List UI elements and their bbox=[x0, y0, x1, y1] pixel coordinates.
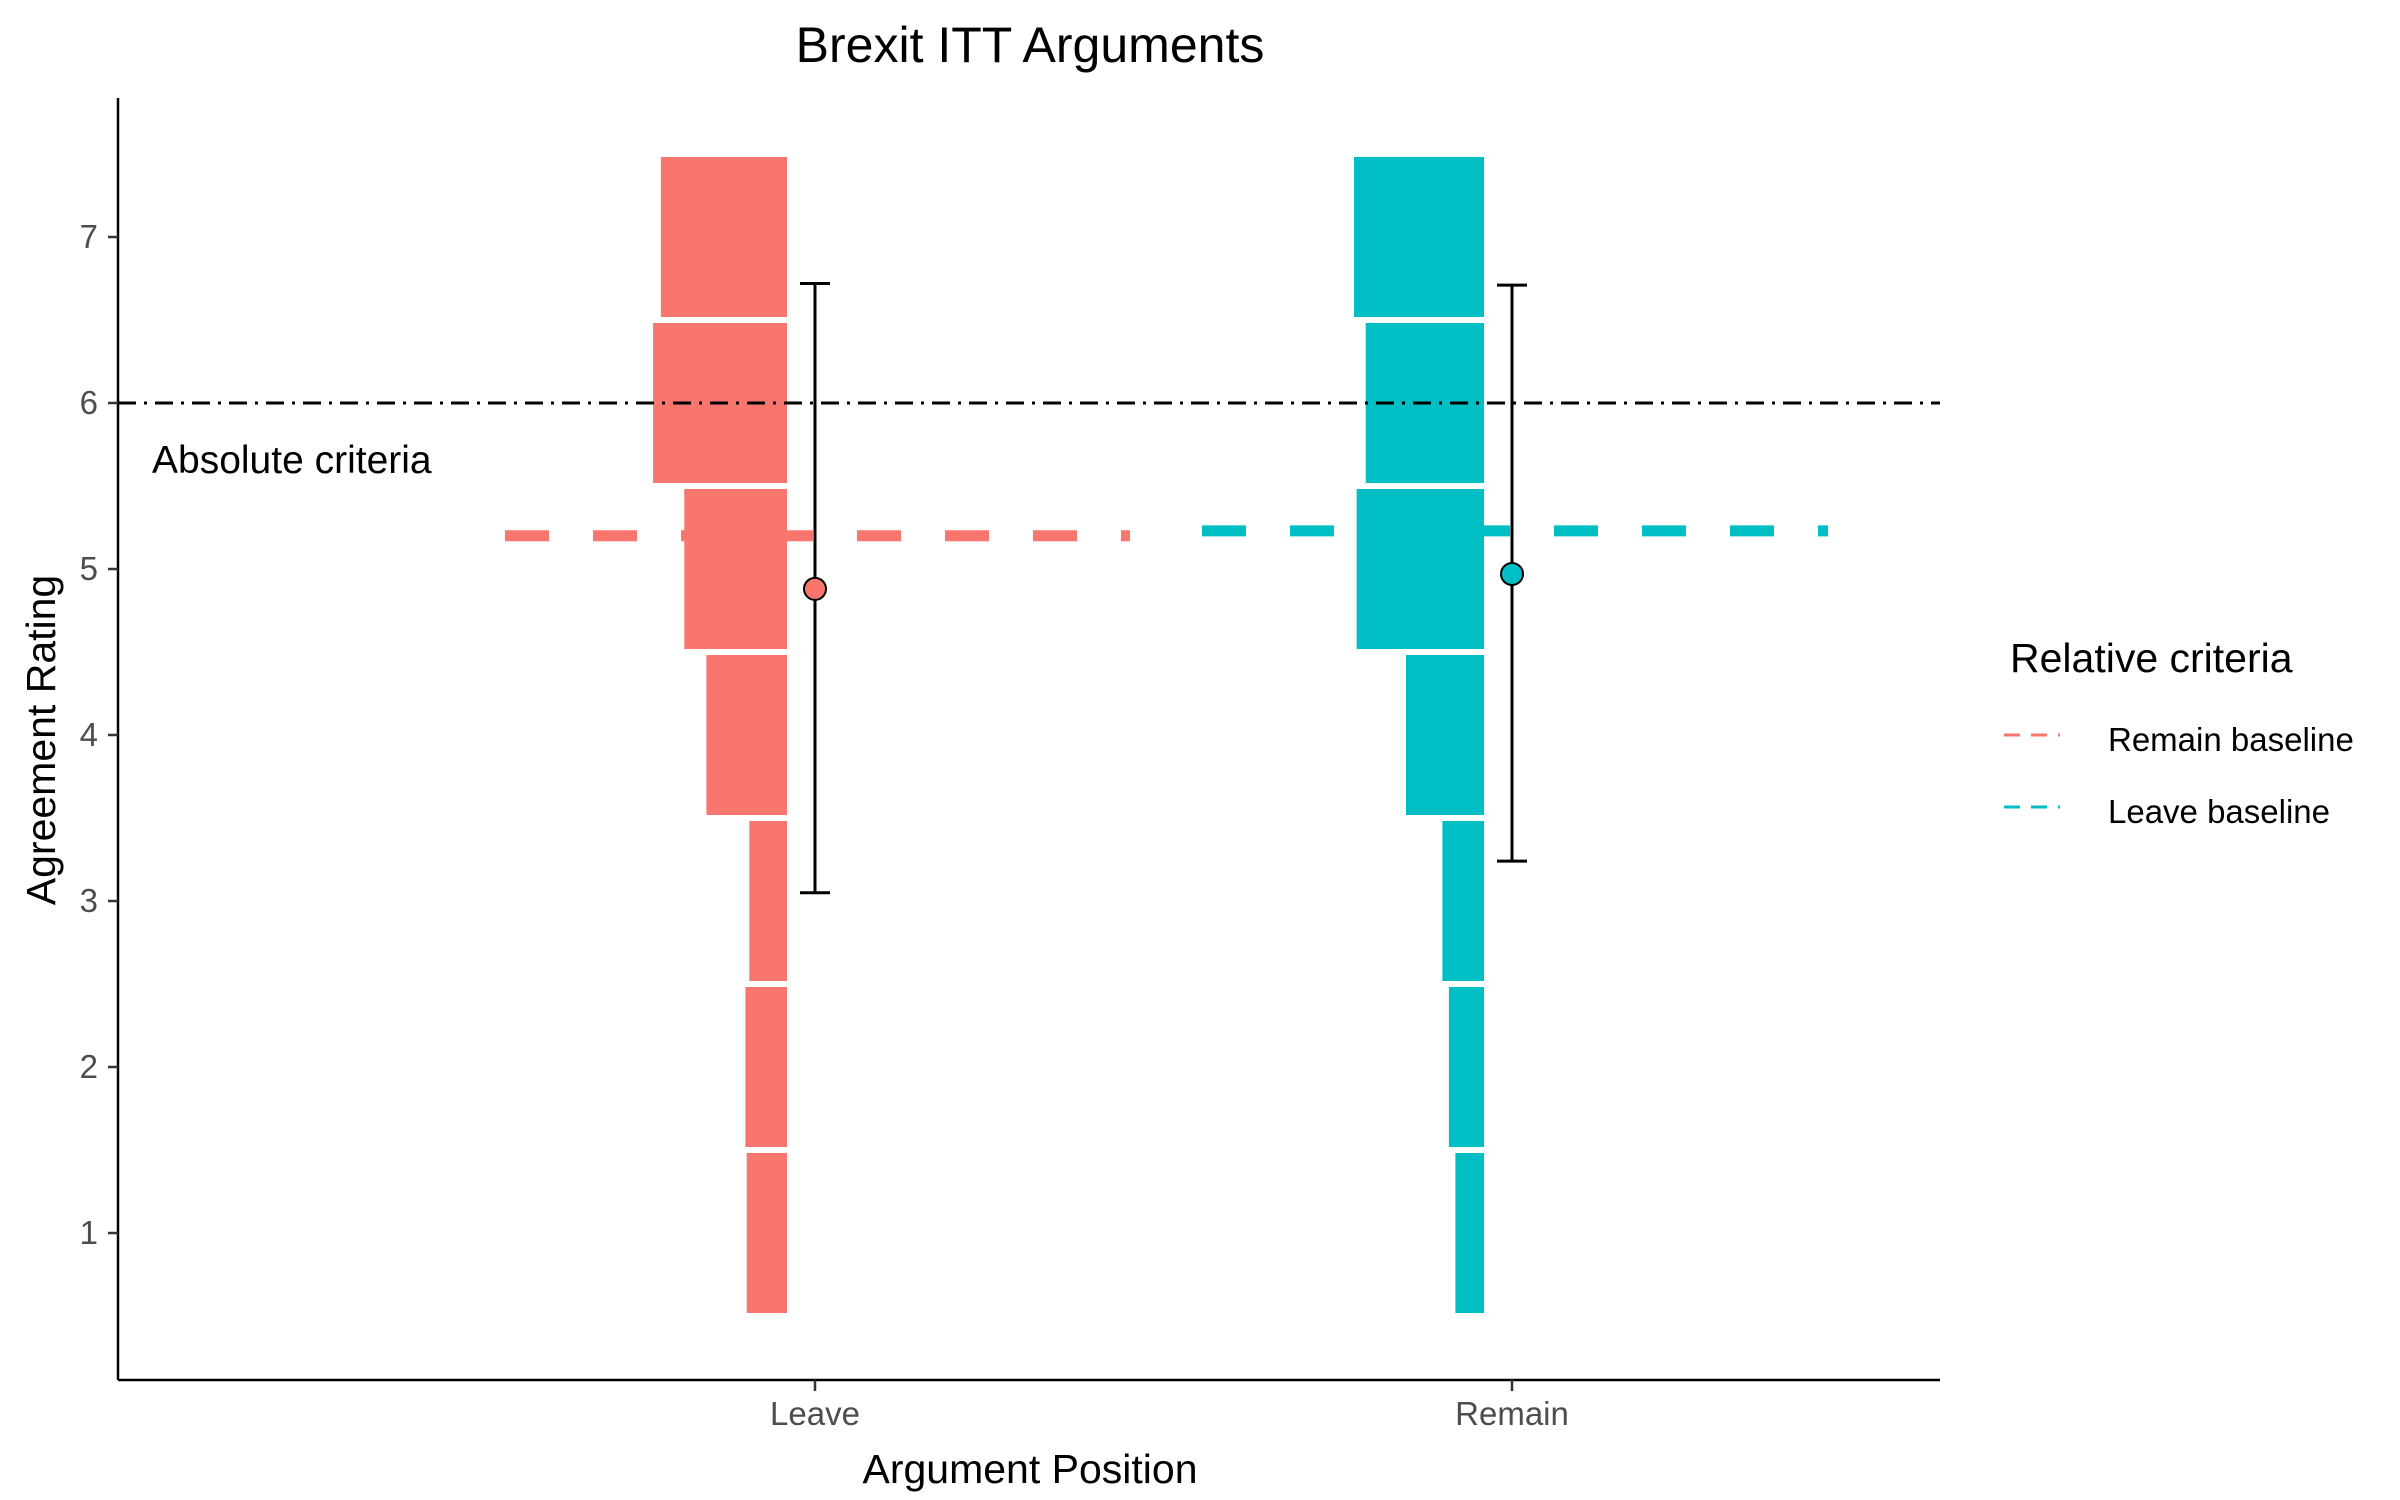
y-tick-label: 7 bbox=[80, 218, 98, 255]
y-tick-label: 1 bbox=[80, 1214, 98, 1251]
y-tick-label: 6 bbox=[80, 384, 98, 421]
y-axis-title: Agreement Rating bbox=[18, 575, 64, 905]
absolute-criteria-label: Absolute criteria bbox=[152, 439, 432, 482]
y-tick-label: 5 bbox=[80, 550, 98, 587]
distribution-bar bbox=[706, 655, 787, 815]
y-tick-label: 4 bbox=[80, 716, 98, 753]
x-tick-label: Remain bbox=[1455, 1395, 1569, 1432]
mean-point bbox=[1500, 561, 1524, 586]
mean-point bbox=[803, 576, 827, 601]
x-axis-title: Argument Position bbox=[862, 1446, 1197, 1492]
distribution-bar bbox=[1455, 1153, 1484, 1313]
chart-title: Brexit ITT Arguments bbox=[796, 17, 1265, 73]
distribution-bar bbox=[1406, 655, 1484, 815]
distribution-bar bbox=[684, 489, 787, 649]
distribution-bar bbox=[1448, 987, 1484, 1147]
distribution-bar bbox=[746, 1153, 787, 1313]
errorbar-leave bbox=[800, 281, 830, 895]
distribution-bar bbox=[660, 157, 787, 317]
y-axis-ticks: 1 2 3 4 5 6 7 bbox=[80, 218, 118, 1251]
distribution-leave bbox=[653, 157, 787, 1313]
distribution-remain bbox=[1354, 157, 1484, 1313]
distribution-bar bbox=[745, 987, 787, 1147]
legend-label-leave-baseline: Leave baseline bbox=[2108, 793, 2330, 830]
legend-title: Relative criteria bbox=[2010, 635, 2293, 681]
distribution-bar bbox=[1354, 157, 1484, 317]
distribution-bar bbox=[1442, 821, 1484, 981]
y-tick-label: 2 bbox=[80, 1048, 98, 1085]
plot-area bbox=[118, 157, 1940, 1313]
distribution-bar bbox=[1356, 489, 1484, 649]
y-tick-label: 3 bbox=[80, 882, 98, 919]
errorbar-remain bbox=[1497, 283, 1527, 863]
distribution-bar bbox=[749, 821, 787, 981]
legend: Relative criteria Remain baseline Leave … bbox=[2004, 635, 2354, 830]
legend-label-remain-baseline: Remain baseline bbox=[2108, 721, 2354, 758]
x-tick-label: Leave bbox=[770, 1395, 860, 1432]
x-axis-ticks: Leave Remain bbox=[770, 1380, 1569, 1432]
